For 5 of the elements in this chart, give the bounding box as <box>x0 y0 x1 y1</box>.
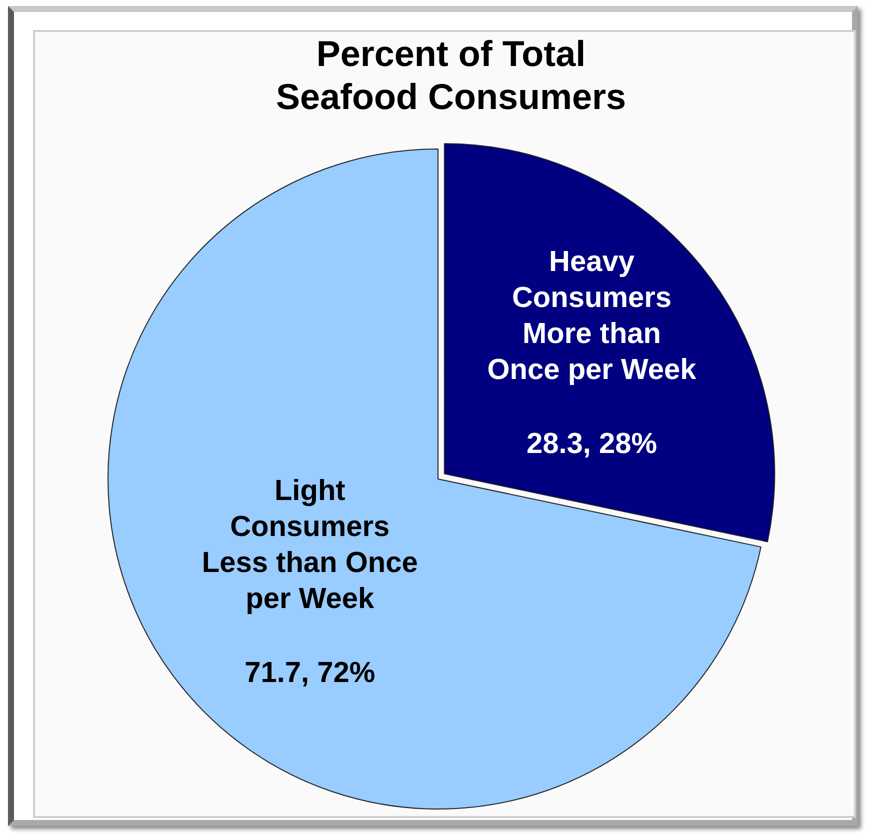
slice-label: Heavy Consumers More than Once per Week <box>487 246 698 386</box>
chart-title: Percent of Total Seafood Consumers <box>274 32 628 118</box>
data-label: 71.7, 72% <box>244 656 376 689</box>
slice-label: Light Consumers Less than Once per Week <box>202 474 418 615</box>
data-label: 28.3, 28% <box>526 428 658 460</box>
